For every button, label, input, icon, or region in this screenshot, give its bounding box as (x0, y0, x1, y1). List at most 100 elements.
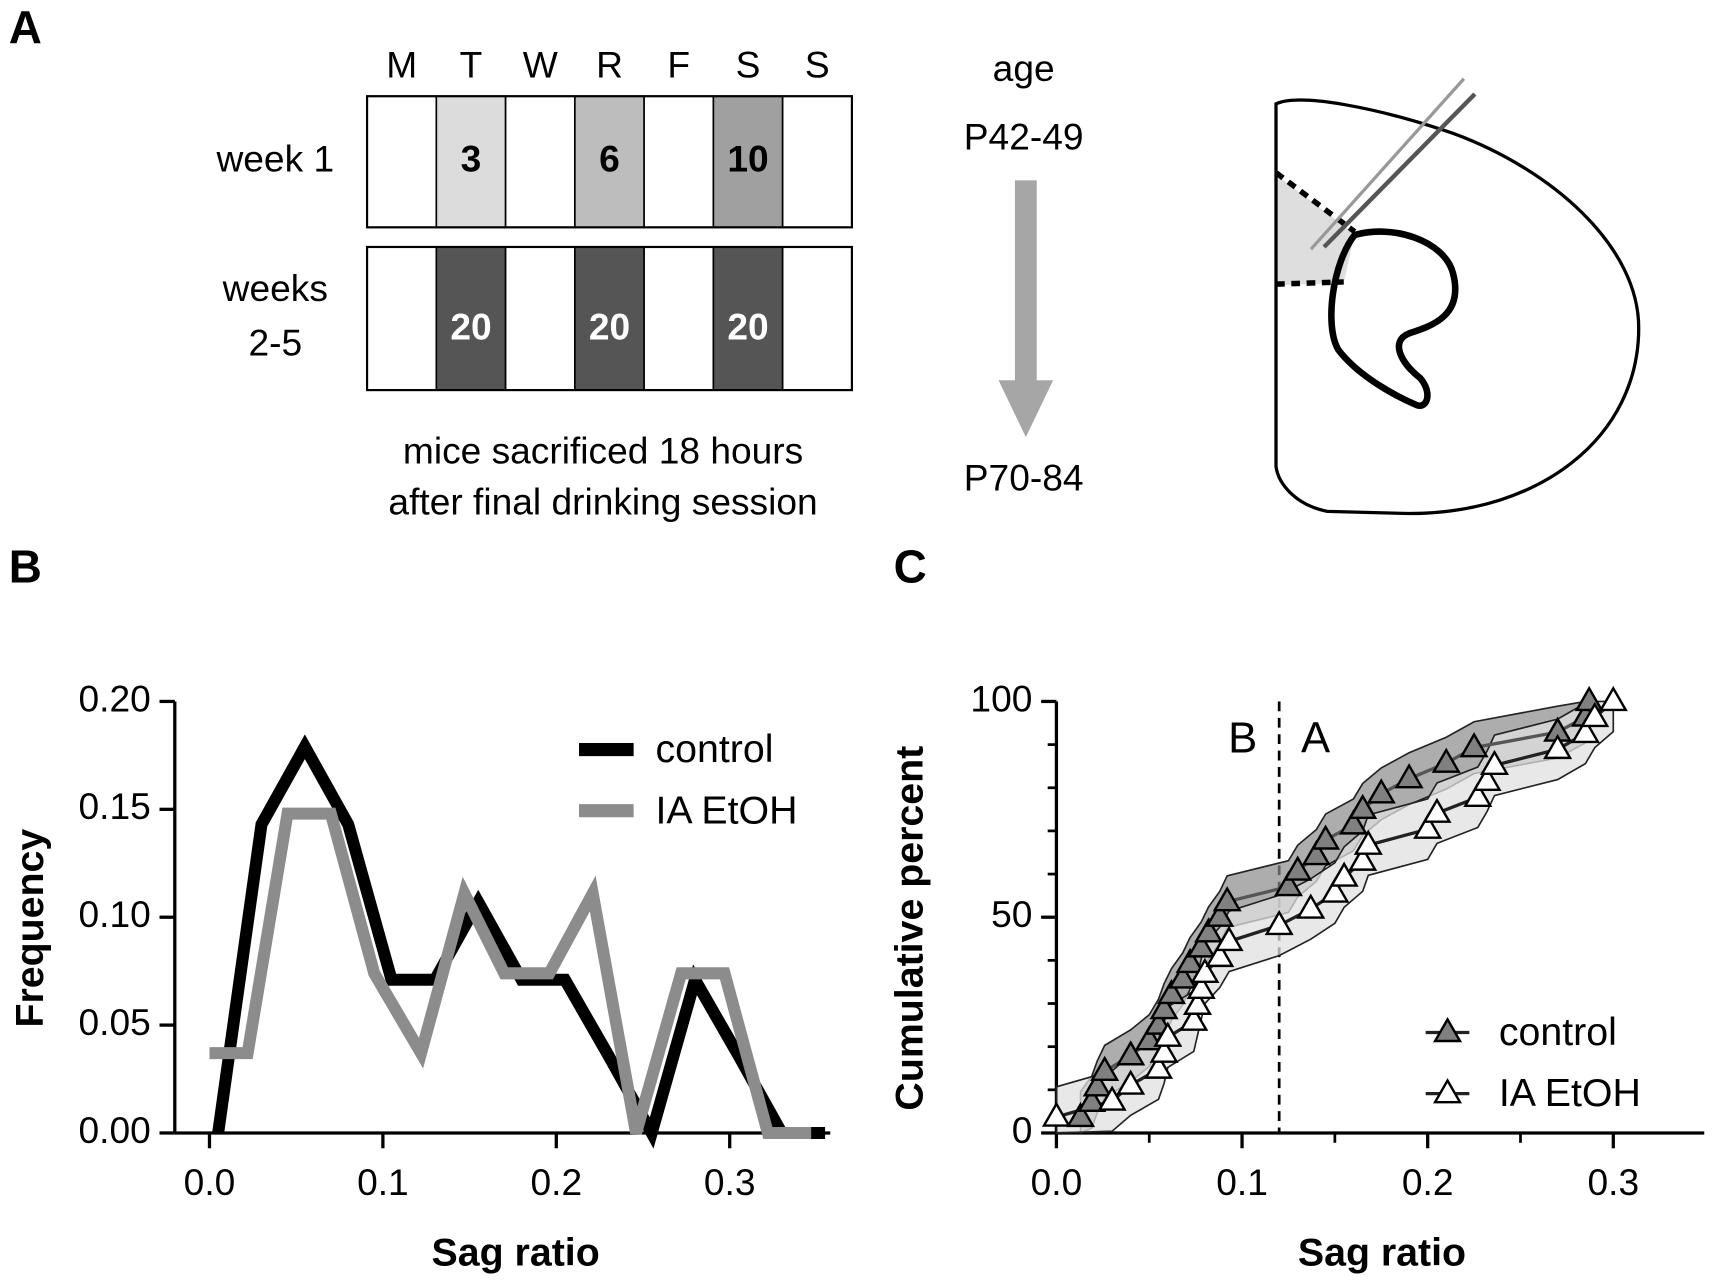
cell-value: 6 (599, 138, 620, 180)
row-label: weeks (222, 267, 328, 309)
series-line (212, 734, 826, 1149)
data-point (1338, 809, 1368, 835)
data-point (1186, 973, 1216, 999)
data-point (1149, 994, 1179, 1020)
day-label: T (460, 44, 483, 86)
pipette (1309, 77, 1466, 251)
data-point (1574, 685, 1604, 712)
data-point (1431, 747, 1461, 773)
x-tick-label: 0.3 (1587, 1161, 1639, 1203)
data-point (1214, 925, 1244, 952)
panel-label: C (894, 540, 927, 592)
data-point (1273, 871, 1303, 897)
legend-label: IA EtOH (655, 788, 797, 832)
legend-label: control (1499, 1010, 1617, 1054)
data-point (1168, 963, 1198, 989)
data-point (1413, 813, 1443, 839)
data-point (1463, 781, 1493, 807)
pipette (1322, 92, 1477, 249)
x-axis-title: Sag ratio (432, 1231, 600, 1275)
y-tick-label: 0.15 (78, 785, 150, 827)
arrow-shaft (1014, 180, 1037, 383)
data-point (1543, 733, 1573, 760)
data-point (1143, 1053, 1174, 1079)
data-point (1570, 717, 1600, 744)
schedule-row (365, 95, 854, 229)
data-point (1082, 1071, 1112, 1097)
region-shade (1276, 174, 1355, 286)
y-tick-label: 0.20 (78, 677, 150, 719)
schedule-cell (574, 246, 645, 391)
arrow-head (998, 380, 1054, 438)
brain-slice (1274, 77, 1641, 516)
data-point (1394, 763, 1424, 789)
annotation: A (1301, 713, 1331, 762)
data-point (1353, 829, 1383, 855)
data-point (1205, 941, 1235, 968)
data-point (1598, 685, 1628, 712)
data-point (1320, 877, 1350, 903)
data-point (1264, 909, 1294, 936)
data-point (1153, 1021, 1183, 1047)
data-point (1283, 855, 1313, 881)
schedule-cell (712, 246, 784, 391)
cell-value: 20 (450, 305, 491, 347)
data-point (1205, 901, 1235, 927)
data-point (1194, 917, 1224, 943)
data-point (1366, 778, 1396, 804)
data-point (1301, 839, 1331, 866)
x-tick-label: 0.2 (1402, 1161, 1454, 1203)
data-point (1097, 1085, 1127, 1111)
y-tick-label: 0.00 (78, 1109, 150, 1151)
x-tick-label: 0.1 (1216, 1161, 1268, 1203)
day-label: W (523, 44, 558, 86)
age-title: age (993, 47, 1055, 89)
slice-outline (1274, 98, 1641, 516)
schedule-cell (781, 246, 853, 391)
region-border (1275, 279, 1344, 287)
data-point (1212, 886, 1242, 912)
data-point (1149, 1037, 1179, 1063)
data-point (1156, 978, 1187, 1005)
schedule-cell (435, 246, 507, 391)
x-tick-label: 0.0 (184, 1161, 236, 1203)
data-point (1186, 932, 1216, 958)
data-point (1580, 701, 1610, 728)
row-label: week 1 (215, 138, 334, 180)
legend-marker (1432, 1078, 1463, 1104)
data-point (1329, 861, 1359, 887)
data-point (1479, 749, 1510, 776)
cell-value: 3 (461, 138, 482, 180)
cell-value: 10 (727, 138, 768, 180)
schedule-cell (643, 95, 715, 229)
schedule-cell (435, 95, 507, 229)
data-point (1348, 845, 1378, 871)
data-point (1066, 1101, 1096, 1128)
schedule-cell (643, 246, 715, 391)
panel-label: B (9, 540, 42, 592)
schedule-cell (781, 95, 853, 229)
data-point (1311, 824, 1341, 850)
schedule-cell (366, 246, 438, 391)
y-axis-title: Frequency (8, 829, 52, 1028)
x-tick-label: 0.1 (357, 1161, 409, 1203)
y-tick-label: 0.05 (78, 1001, 150, 1043)
data-point (1116, 1040, 1146, 1066)
y-tick-label: 100 (970, 677, 1032, 719)
row-label: 2-5 (248, 322, 302, 364)
age-start: P42-49 (964, 116, 1084, 158)
day-label: S (736, 44, 761, 86)
note: mice sacrificed 18 hours (403, 429, 803, 471)
schedule-cell (366, 95, 438, 229)
data-point (1041, 1101, 1071, 1127)
y-tick-label: 0.10 (78, 893, 150, 935)
x-tick-label: 0.2 (530, 1161, 582, 1203)
data-point (1348, 793, 1378, 820)
data-point (1422, 797, 1452, 823)
day-label: R (596, 44, 623, 86)
age-end: P70-84 (964, 457, 1084, 499)
legend-label: control (655, 727, 773, 771)
day-label: F (667, 44, 690, 86)
